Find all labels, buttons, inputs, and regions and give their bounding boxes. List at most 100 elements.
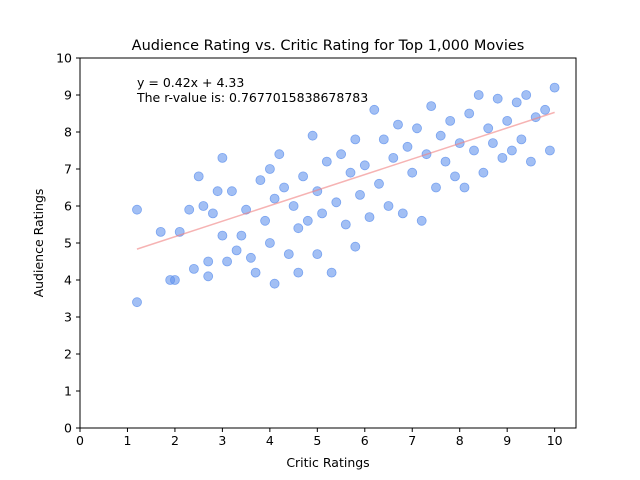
data-point xyxy=(331,197,342,208)
y-tick-label: 9 xyxy=(64,88,72,103)
x-tick-label: 4 xyxy=(266,433,274,448)
y-tick-label: 3 xyxy=(64,310,72,325)
data-point xyxy=(321,156,332,167)
data-point xyxy=(383,201,394,211)
data-point xyxy=(217,230,228,241)
data-point xyxy=(264,164,275,174)
data-point xyxy=(132,204,142,215)
data-point xyxy=(426,101,437,111)
x-tick-label: 2 xyxy=(171,433,179,448)
data-point xyxy=(184,204,195,215)
data-point xyxy=(516,134,527,145)
data-point xyxy=(293,267,304,278)
y-tick-label: 7 xyxy=(64,162,72,177)
data-point xyxy=(359,160,370,171)
x-tick-label: 5 xyxy=(313,433,321,448)
data-point xyxy=(350,134,361,145)
data-point xyxy=(388,152,399,163)
data-point xyxy=(445,116,456,126)
data-point xyxy=(487,138,498,149)
data-point xyxy=(203,271,214,282)
data-point xyxy=(397,208,408,219)
data-point xyxy=(288,201,299,211)
data-point xyxy=(307,130,318,141)
regression-line xyxy=(136,111,555,250)
data-point xyxy=(511,97,522,108)
data-point xyxy=(402,141,413,152)
data-point xyxy=(473,90,484,100)
data-point xyxy=(459,182,470,193)
data-point xyxy=(364,212,375,223)
data-point xyxy=(483,123,494,134)
data-point xyxy=(464,108,475,119)
x-tick-label: 9 xyxy=(503,433,511,448)
data-point xyxy=(245,252,256,263)
data-point xyxy=(269,278,280,289)
data-point xyxy=(274,149,285,160)
data-point xyxy=(540,104,550,115)
x-tick-label: 3 xyxy=(218,433,226,448)
data-point xyxy=(207,208,218,219)
x-tick-label: 6 xyxy=(361,433,369,448)
data-point xyxy=(435,130,446,141)
data-point xyxy=(312,249,323,260)
data-point xyxy=(502,116,513,126)
data-point xyxy=(203,256,214,267)
y-axis-label: Audience Ratings xyxy=(31,189,46,298)
y-tick-label: 5 xyxy=(64,236,72,251)
x-tick-label: 0 xyxy=(76,433,84,448)
data-point xyxy=(226,186,237,197)
data-point xyxy=(217,152,228,163)
data-point xyxy=(212,186,223,197)
data-point xyxy=(345,167,356,178)
x-tick-label: 8 xyxy=(456,433,464,448)
data-point xyxy=(132,297,142,308)
data-point xyxy=(506,145,517,156)
data-point xyxy=(260,215,271,226)
data-point xyxy=(378,134,389,145)
r-value-annotation: The r-value is: 0.7677015838678783 xyxy=(136,90,368,105)
data-point xyxy=(188,263,199,274)
data-point xyxy=(469,145,479,156)
data-point xyxy=(549,82,560,93)
y-tick-label: 1 xyxy=(64,384,72,399)
data-point xyxy=(336,149,347,160)
data-point xyxy=(255,175,266,186)
x-tick-label: 1 xyxy=(123,433,131,448)
data-point xyxy=(478,167,489,178)
data-point xyxy=(521,90,532,100)
x-tick-label: 10 xyxy=(547,433,563,448)
data-point xyxy=(369,104,380,115)
data-point xyxy=(169,275,180,285)
data-point xyxy=(279,182,290,193)
data-point xyxy=(236,230,247,241)
data-point xyxy=(302,215,313,226)
data-point xyxy=(440,156,451,167)
data-point xyxy=(155,226,166,237)
data-point xyxy=(497,152,508,163)
data-point xyxy=(198,201,209,211)
y-tick-label: 6 xyxy=(64,199,72,214)
y-axis-ticks: 0 1 2 3 4 5 6 7 8 9 10 xyxy=(56,51,80,436)
data-point xyxy=(264,238,275,248)
data-point xyxy=(526,156,536,167)
data-point xyxy=(431,182,441,193)
regression-equation-annotation: y = 0.42x + 4.33 xyxy=(137,75,244,90)
data-point xyxy=(317,208,328,219)
data-point xyxy=(492,93,503,104)
data-point xyxy=(193,171,204,182)
data-point xyxy=(416,215,427,226)
data-point xyxy=(340,219,351,230)
data-point xyxy=(350,241,361,252)
y-tick-label: 8 xyxy=(64,125,72,140)
y-tick-label: 2 xyxy=(64,347,72,362)
data-point xyxy=(355,189,365,200)
y-tick-label: 4 xyxy=(64,273,72,288)
points-layer xyxy=(132,82,560,308)
data-point xyxy=(450,171,460,182)
chart-title: Audience Rating vs. Critic Rating for To… xyxy=(132,38,525,54)
y-tick-label: 10 xyxy=(56,51,72,66)
data-point xyxy=(222,256,233,267)
